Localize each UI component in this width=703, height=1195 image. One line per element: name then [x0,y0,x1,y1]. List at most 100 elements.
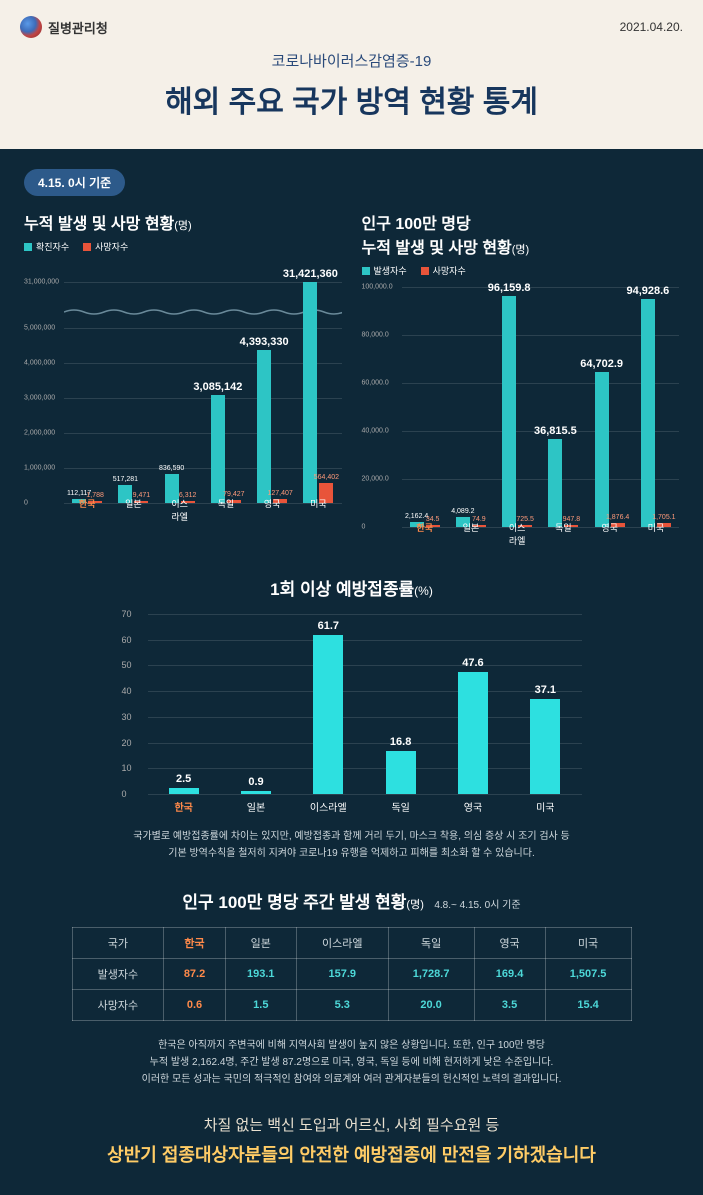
org-name: 질병관리청 [48,18,108,37]
bar-value-label: 0.9 [248,776,263,788]
vax-bar: 0.9 [241,791,271,794]
grid-line [148,794,582,795]
x-axis-label: 한국 [402,521,448,547]
vax-bar: 2.5 [169,788,199,794]
bar-group: 31,421,360564,402 [295,282,341,503]
legend-swatch [24,243,32,251]
table-subtitle: 4.8.~ 4.15. 0시 기준 [434,900,520,911]
cases-bar: 64,702.9 [595,372,609,527]
legend-label: 발생자수 [374,264,407,277]
x-axis-label: 한국 [64,497,110,523]
bar-value-label: 1,876.4 [606,514,629,521]
y-axis-label: 70 [122,609,132,619]
logo: 질병관리청 [20,16,108,38]
table-cell: 3.5 [474,990,545,1021]
table-header: 한국 [164,928,225,959]
header: 질병관리청 2021.04.20. 코로나바이러스감염증-19 해외 주요 국가… [0,0,703,149]
table-header: 국가 [72,928,164,959]
table-cell: 0.6 [164,990,225,1021]
x-axis-label: 한국 [148,799,220,814]
bar-value-label: 94,928.6 [626,285,669,297]
table-cell: 169.4 [474,959,545,990]
legend-item: 사망자수 [83,240,128,253]
x-axis-label: 영국 [587,521,633,547]
y-axis-label: 20 [122,738,132,748]
table-cell: 1,507.5 [545,959,631,990]
bar-value-label: 96,159.8 [488,282,531,294]
chart1-unit: (명) [174,220,191,232]
date-badge: 4.15. 0시 기준 [24,169,125,196]
weekly-table-section: 인구 100만 명당 주간 발생 현황(명) 4.8.~ 4.15. 0시 기준… [24,888,679,1088]
cases-bar: 96,159.8 [502,296,516,527]
legend-item: 발생자수 [362,264,407,277]
table-row-header: 발생자수 [72,959,164,990]
legend-label: 사망자수 [433,264,466,277]
y-axis-label: 0 [362,524,366,531]
bar-group: 64,702.91,876.4 [587,372,633,527]
table-cell: 157.9 [296,959,388,990]
legend-swatch [362,267,370,275]
y-axis-label: 4,000,000 [24,360,55,367]
bar-group: 4,393,330127,407 [249,350,295,503]
bar-value-label: 836,590 [159,465,184,472]
bar-value-label: 47.6 [462,657,483,669]
note1-l1: 국가별로 예방접종률에 차이는 있지만, 예방접종과 함께 거리 두기, 마스크… [24,828,679,845]
table-row-header: 사망자수 [72,990,164,1021]
bar-group: 96,159.8725.5 [494,296,540,527]
x-axis-label: 미국 [509,799,581,814]
note2-l1: 한국은 아직까지 주변국에 비해 지역사회 발생이 높지 않은 상황입니다. 또… [24,1037,679,1054]
bar-value-label: 564,402 [314,474,339,481]
bar-value-label: 2,162.4 [405,513,428,520]
vax-chart: 0102030405060702.50.961.716.847.637.1한국일… [122,614,582,814]
y-axis-label: 20,000.0 [362,476,389,483]
footer-l1: 차질 없는 백신 도입과 어르신, 사회 필수요원 등 [44,1114,659,1135]
chart2-title-l1: 인구 100만 명당 [362,210,680,234]
table-cell: 1.5 [225,990,296,1021]
main-title: 해외 주요 국가 방역 현황 통계 [20,77,683,141]
x-axis-label: 독일 [364,799,436,814]
table-title: 인구 100만 명당 주간 발생 현황 [182,893,406,912]
y-axis-label: 50 [122,660,132,670]
bar-value-label: 64,702.9 [580,358,623,370]
table-cell: 5.3 [296,990,388,1021]
bar-group: 94,928.61,705.1 [633,299,679,527]
cases-bar: 31,421,360 [303,282,317,503]
chart-cumulative: 누적 발생 및 사망 현황(명) 확진자수사망자수 01,000,0002,00… [24,210,342,547]
x-axis-label: 일본 [448,521,494,547]
legend-swatch [83,243,91,251]
table-unit: (명) [406,899,423,911]
x-axis-label: 독일 [203,497,249,523]
x-axis-label: 영국 [437,799,509,814]
vax-unit: (%) [414,584,433,598]
x-axis-label: 이스 라엘 [157,497,203,523]
bar-value-label: 127,407 [267,490,292,497]
table-cell: 1,728.7 [388,959,474,990]
table-cell: 20.0 [388,990,474,1021]
x-axis-label: 이스라엘 [292,799,364,814]
table-cell: 15.4 [545,990,631,1021]
x-axis-label: 독일 [540,521,586,547]
x-axis-label: 영국 [249,497,295,523]
bar-value-label: 4,089.2 [451,508,474,515]
bar-value-label: 37.1 [535,684,556,696]
bar-value-label: 16.8 [390,736,411,748]
y-axis-label: 60,000.0 [362,380,389,387]
table-header: 영국 [474,928,545,959]
bar-value-label: 61.7 [318,620,339,632]
bar-value-label: 31,421,360 [283,268,338,280]
y-axis-label: 10 [122,763,132,773]
y-axis-label: 100,000.0 [362,284,393,291]
cases-bar: 36,815.5 [548,439,562,527]
cases-bar: 3,085,142 [211,395,225,503]
table-cell: 87.2 [164,959,225,990]
cases-bar: 94,928.6 [641,299,655,527]
footer-l2: 상반기 접종대상자분들의 안전한 예방접종에 만전을 기하겠습니다 [44,1141,659,1167]
table-header: 이스라엘 [296,928,388,959]
bar-value-label: 3,085,142 [193,381,242,393]
bar-group: 3,085,14279,427 [203,395,249,503]
publish-date: 2021.04.20. [620,20,683,34]
vax-bar: 61.7 [313,635,343,794]
vax-title: 1회 이상 예방접종률 [270,580,414,599]
y-axis-label: 2,000,000 [24,430,55,437]
cases-bar: 4,393,330 [257,350,271,503]
